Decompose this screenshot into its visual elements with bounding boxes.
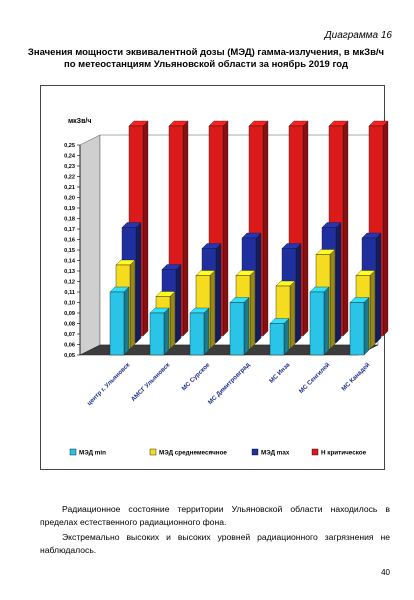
y-tick-label: 0,23 xyxy=(64,164,75,170)
bar-side xyxy=(129,259,136,350)
bar-0-5 xyxy=(309,291,325,356)
bar-side xyxy=(369,270,376,350)
y-tick-label: 0,18 xyxy=(64,217,75,223)
x-tick-label: АМСГ Ульяновск xyxy=(130,361,172,403)
bar-side xyxy=(375,232,382,344)
side-wall xyxy=(79,134,101,356)
bar-side xyxy=(289,280,296,350)
chart-title-line2: по метеостанциям Ульяновской области за … xyxy=(63,59,348,70)
y-tick-label: 0,19 xyxy=(64,206,75,212)
legend-label: МЭД среднемесячное xyxy=(159,450,227,457)
y-tick-label: 0,22 xyxy=(64,175,75,181)
y-tick-label: 0,21 xyxy=(64,185,75,191)
x-tick-label: МС Инза xyxy=(268,361,292,385)
legend-label: МЭД min xyxy=(79,450,106,457)
y-tick-label: 0,07 xyxy=(64,332,75,338)
bar-side xyxy=(182,120,189,337)
bar-0-6 xyxy=(349,302,365,356)
page-number: 40 xyxy=(381,568,390,577)
bar-0-0 xyxy=(109,291,125,356)
bar-side xyxy=(123,286,130,356)
y-tick-label: 0,08 xyxy=(64,322,75,328)
diagram-label: Диаграмма 16 xyxy=(324,30,392,41)
y-tick-label: 0,05 xyxy=(64,353,75,359)
y-tick-label: 0,06 xyxy=(64,343,75,349)
x-tick-label: МС Димитровград xyxy=(207,361,252,406)
bar-side xyxy=(135,222,142,344)
bar-side xyxy=(329,249,336,350)
x-tick-label: МС Сенгилей xyxy=(298,361,332,395)
y-tick-label: 0,13 xyxy=(64,269,75,275)
chart-title-line1: Значения мощности эквивалентной дозы (МЭ… xyxy=(27,47,385,58)
bar-side xyxy=(283,318,290,356)
bar-side xyxy=(295,243,302,344)
x-tick-label: центр г. Ульяновск xyxy=(86,361,132,407)
legend-label: МЭД max xyxy=(261,450,290,457)
legend-swatch xyxy=(149,448,157,456)
y-tick-label: 0,12 xyxy=(64,280,75,286)
bar-side xyxy=(262,120,269,337)
bar-side xyxy=(249,270,256,350)
y-tick-label: 0,09 xyxy=(64,311,75,317)
paragraph-radiation-state: Радиационное состояние территории Ульяно… xyxy=(40,504,390,527)
bar-side xyxy=(342,120,349,337)
bar-side xyxy=(222,120,229,337)
legend-swatch xyxy=(69,448,77,456)
y-tick-label: 0,10 xyxy=(64,301,75,307)
bar-side xyxy=(335,222,342,344)
bar-side xyxy=(323,286,330,356)
bar-side xyxy=(142,120,149,337)
y-tick-label: 0,20 xyxy=(64,196,75,202)
legend-swatch xyxy=(311,448,319,456)
bar-side xyxy=(209,270,216,350)
bar-0-2 xyxy=(189,312,205,356)
bar-side xyxy=(243,297,250,356)
bar-0-4 xyxy=(269,323,285,356)
bar-0-1 xyxy=(149,312,165,356)
y-tick-label: 0,14 xyxy=(64,259,76,265)
bar-side xyxy=(382,120,389,337)
legend-swatch xyxy=(251,448,259,456)
y-tick-label: 0,25 xyxy=(64,143,75,149)
bar-0-3 xyxy=(229,302,245,356)
bar-side xyxy=(203,307,210,356)
bar-side xyxy=(302,120,309,337)
y-tick-label: 0,17 xyxy=(64,227,75,233)
x-tick-label: МС Сурское xyxy=(181,361,212,392)
bar-side xyxy=(169,291,176,350)
paragraph-no-extreme-levels: Экстремально высоких и высоких уровней р… xyxy=(40,532,390,555)
chart-title: Значения мощности эквивалентной дозы (МЭ… xyxy=(26,47,386,71)
bar-side xyxy=(255,232,262,344)
legend-label: Н критическое xyxy=(321,450,367,457)
y-tick-label: 0,11 xyxy=(64,290,75,296)
y-axis-label: мкЗв/ч xyxy=(68,118,92,125)
bar-side xyxy=(363,297,370,356)
y-tick-label: 0,16 xyxy=(64,238,75,244)
bar-side xyxy=(215,243,222,344)
x-tick-label: МС Канадей xyxy=(340,361,371,392)
y-tick-label: 0,15 xyxy=(64,248,75,254)
y-tick-label: 0,24 xyxy=(64,154,76,160)
bar-side xyxy=(175,264,182,344)
bar-side xyxy=(163,307,170,356)
